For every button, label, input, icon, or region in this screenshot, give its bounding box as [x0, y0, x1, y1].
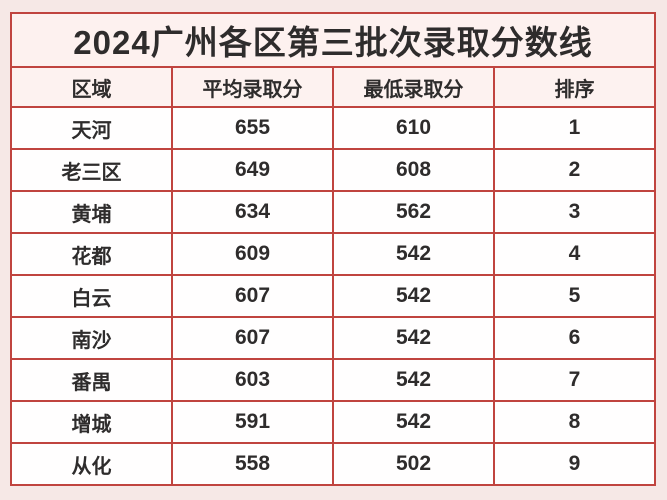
- table-row: 番禺 603 542 7: [10, 358, 656, 402]
- region-cell: 番禺: [10, 358, 173, 402]
- minimum-score-cell: 608: [332, 148, 495, 192]
- minimum-score-cell: 502: [332, 442, 495, 486]
- minimum-score-cell: 562: [332, 190, 495, 234]
- average-score-cell: 558: [171, 442, 334, 486]
- average-score-cell: 655: [171, 106, 334, 150]
- rank-cell: 8: [493, 400, 656, 444]
- table-row: 南沙 607 542 6: [10, 316, 656, 360]
- region-cell: 从化: [10, 442, 173, 486]
- region-cell: 花都: [10, 232, 173, 276]
- minimum-score-cell: 610: [332, 106, 495, 150]
- minimum-score-cell: 542: [332, 316, 495, 360]
- table-row: 花都 609 542 4: [10, 232, 656, 276]
- title-row: 2024广州各区第三批次录取分数线: [10, 12, 656, 68]
- rank-cell: 5: [493, 274, 656, 318]
- table-body: 2024广州各区第三批次录取分数线 区域 平均录取分 最低录取分 排序 天河 6…: [10, 12, 656, 486]
- table-row: 黄埔 634 562 3: [10, 190, 656, 234]
- region-cell: 增城: [10, 400, 173, 444]
- minimum-score-cell: 542: [332, 232, 495, 276]
- column-header-region: 区域: [10, 66, 173, 108]
- rank-cell: 9: [493, 442, 656, 486]
- average-score-cell: 603: [171, 358, 334, 402]
- column-header-average: 平均录取分: [171, 66, 334, 108]
- column-header-minimum: 最低录取分: [332, 66, 495, 108]
- rank-cell: 2: [493, 148, 656, 192]
- region-cell: 天河: [10, 106, 173, 150]
- average-score-cell: 607: [171, 274, 334, 318]
- admission-score-table: 2024广州各区第三批次录取分数线 区域 平均录取分 最低录取分 排序 天河 6…: [10, 12, 656, 486]
- column-header-rank: 排序: [493, 66, 656, 108]
- average-score-cell: 634: [171, 190, 334, 234]
- rank-cell: 4: [493, 232, 656, 276]
- table-row: 老三区 649 608 2: [10, 148, 656, 192]
- minimum-score-cell: 542: [332, 274, 495, 318]
- average-score-cell: 607: [171, 316, 334, 360]
- average-score-cell: 649: [171, 148, 334, 192]
- rank-cell: 1: [493, 106, 656, 150]
- region-cell: 黄埔: [10, 190, 173, 234]
- minimum-score-cell: 542: [332, 400, 495, 444]
- average-score-cell: 609: [171, 232, 334, 276]
- table-row: 增城 591 542 8: [10, 400, 656, 444]
- table-row: 白云 607 542 5: [10, 274, 656, 318]
- table-title: 2024广州各区第三批次录取分数线: [10, 12, 656, 68]
- table-row: 从化 558 502 9: [10, 442, 656, 486]
- rank-cell: 7: [493, 358, 656, 402]
- table-row: 天河 655 610 1: [10, 106, 656, 150]
- minimum-score-cell: 542: [332, 358, 495, 402]
- region-cell: 老三区: [10, 148, 173, 192]
- rank-cell: 3: [493, 190, 656, 234]
- region-cell: 白云: [10, 274, 173, 318]
- rank-cell: 6: [493, 316, 656, 360]
- average-score-cell: 591: [171, 400, 334, 444]
- region-cell: 南沙: [10, 316, 173, 360]
- header-row: 区域 平均录取分 最低录取分 排序: [10, 66, 656, 108]
